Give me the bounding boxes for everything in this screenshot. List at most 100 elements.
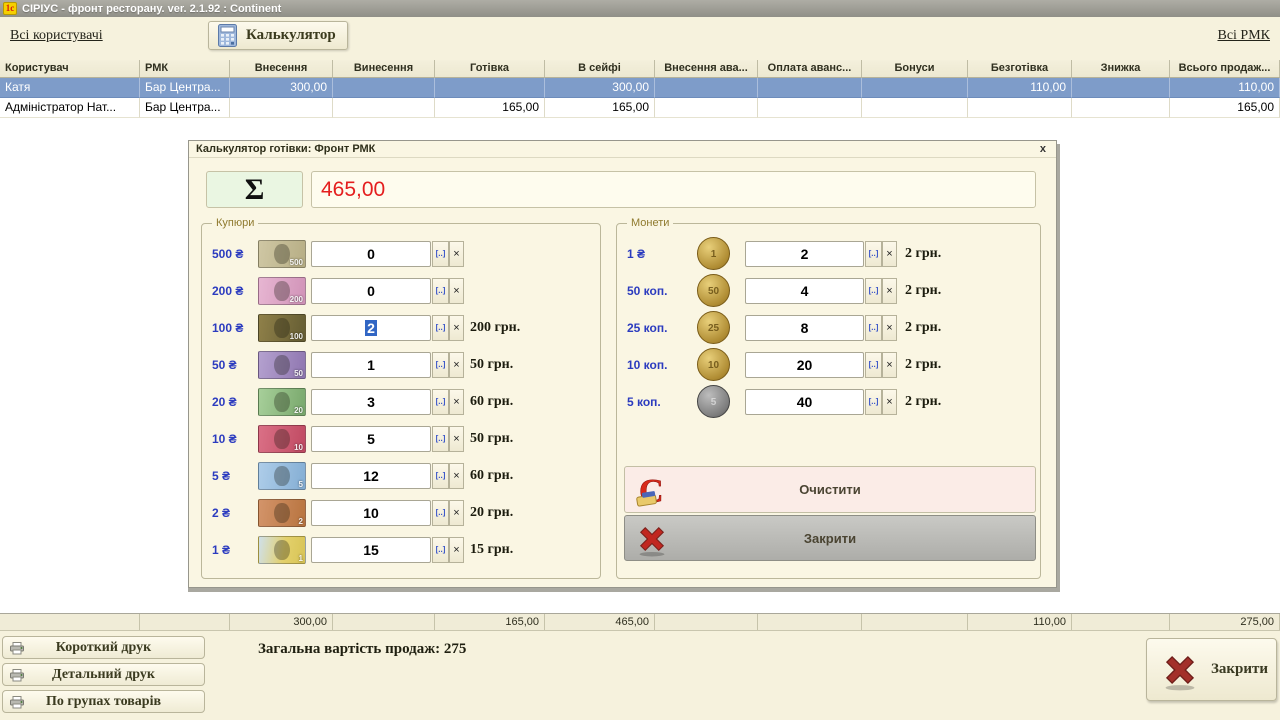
denomination-label: 200 ₴ bbox=[212, 284, 244, 298]
column-header[interactable]: Винесення bbox=[333, 60, 435, 77]
count-input[interactable]: 12 bbox=[311, 463, 431, 489]
choose-button[interactable]: [..] bbox=[432, 241, 449, 267]
count-input[interactable]: 40 bbox=[745, 389, 864, 415]
denomination-label: 5 коп. bbox=[627, 395, 661, 409]
cell: 110,00 bbox=[968, 78, 1072, 98]
clear-count-button[interactable]: × bbox=[449, 463, 464, 489]
count-value: 40 bbox=[796, 394, 813, 410]
column-header[interactable]: Користувач bbox=[0, 60, 140, 77]
clear-count-button[interactable]: × bbox=[449, 537, 464, 563]
table-row[interactable]: Адміністратор Нат... Бар Центра... 165,00 1… bbox=[0, 98, 1280, 118]
denomination-label: 10 коп. bbox=[627, 358, 668, 372]
clear-count-button[interactable]: × bbox=[882, 278, 897, 304]
choose-button[interactable]: [..] bbox=[865, 352, 882, 378]
sum-sigma-button[interactable]: Σ bbox=[206, 171, 303, 208]
dialog-close-icon[interactable]: x bbox=[1039, 143, 1046, 155]
column-header[interactable]: Безготівка bbox=[968, 60, 1072, 77]
column-header[interactable]: Внесення bbox=[230, 60, 333, 77]
calculator-button-label: Калькулятор bbox=[246, 27, 336, 43]
cell bbox=[655, 78, 758, 98]
banknote-image: 50 bbox=[258, 351, 306, 379]
coin-row: 5 коп. 5 40 [..] × 2 грн. bbox=[617, 385, 1040, 418]
choose-button[interactable]: [..] bbox=[432, 352, 449, 378]
count-input[interactable]: 8 bbox=[745, 315, 864, 341]
print-short-button[interactable]: Короткий друк bbox=[2, 636, 205, 659]
clear-count-button[interactable]: × bbox=[449, 500, 464, 526]
amount-label: 2 грн. bbox=[905, 320, 942, 335]
coin-row: 50 коп. 50 4 [..] × 2 грн. bbox=[617, 274, 1040, 307]
column-header[interactable]: В сейфі bbox=[545, 60, 655, 77]
count-value: 2 bbox=[365, 320, 377, 336]
coins-group: Монети 1 ₴ 1 2 [..] × 2 грн. 50 коп. 50 4 [..] × 2 … bbox=[616, 217, 1041, 579]
count-input[interactable]: 0 bbox=[311, 278, 431, 304]
column-header[interactable]: РМК bbox=[140, 60, 230, 77]
clear-count-button[interactable]: × bbox=[882, 315, 897, 341]
count-input[interactable]: 15 bbox=[311, 537, 431, 563]
column-header[interactable]: Готівка bbox=[435, 60, 545, 77]
count-input[interactable]: 1 bbox=[311, 352, 431, 378]
coin-image: 5 bbox=[697, 385, 730, 418]
coin-row: 1 ₴ 1 2 [..] × 2 грн. bbox=[617, 237, 1040, 270]
column-header[interactable]: Бонуси bbox=[862, 60, 968, 77]
denomination-label: 1 ₴ bbox=[627, 247, 646, 261]
choose-button[interactable]: [..] bbox=[432, 500, 449, 526]
clear-count-button[interactable]: × bbox=[449, 426, 464, 452]
printer-icon bbox=[10, 696, 24, 709]
count-input[interactable]: 20 bbox=[745, 352, 864, 378]
dialog-close-button[interactable]: Закрити bbox=[624, 515, 1036, 561]
calculator-button[interactable]: Калькулятор bbox=[208, 21, 348, 50]
column-header[interactable]: Оплата аванс... bbox=[758, 60, 862, 77]
choose-button[interactable]: [..] bbox=[865, 389, 882, 415]
banknote-image: 20 bbox=[258, 388, 306, 416]
banknote-row: 2 ₴ 2 10 [..] × 20 грн. bbox=[202, 498, 600, 528]
amount-label: 2 грн. bbox=[905, 357, 942, 372]
totals-cell: 110,00 bbox=[968, 614, 1072, 630]
column-header[interactable]: Всього продаж... bbox=[1170, 60, 1280, 77]
clear-button[interactable]: C Очистити bbox=[624, 466, 1036, 513]
clear-count-button[interactable]: × bbox=[449, 278, 464, 304]
choose-button[interactable]: [..] bbox=[432, 426, 449, 452]
clear-count-button[interactable]: × bbox=[449, 389, 464, 415]
choose-button[interactable]: [..] bbox=[865, 241, 882, 267]
count-input[interactable]: 5 bbox=[311, 426, 431, 452]
column-header[interactable]: Внесення ава... bbox=[655, 60, 758, 77]
choose-button[interactable]: [..] bbox=[432, 278, 449, 304]
count-input[interactable]: 2 bbox=[311, 315, 431, 341]
all-rmk-link[interactable]: Всі РМК bbox=[1217, 28, 1270, 43]
totals-cell bbox=[758, 614, 862, 630]
print-detailed-button[interactable]: Детальний друк bbox=[2, 663, 205, 686]
count-input[interactable]: 10 bbox=[311, 500, 431, 526]
clear-count-button[interactable]: × bbox=[882, 352, 897, 378]
choose-button[interactable]: [..] bbox=[432, 315, 449, 341]
print-by-groups-button[interactable]: По групах товарів bbox=[2, 690, 205, 713]
clear-count-button[interactable]: × bbox=[882, 241, 897, 267]
column-header[interactable]: Знижка bbox=[1072, 60, 1170, 77]
clear-count-button[interactable]: × bbox=[882, 389, 897, 415]
table-row[interactable]: Катя Бар Центра... 300,00 300,00 110,00 110,0… bbox=[0, 78, 1280, 98]
banknote-row: 500 ₴ 500 0 [..] × bbox=[202, 239, 600, 269]
all-users-link[interactable]: Всі користувачі bbox=[10, 28, 103, 43]
banknote-image: 10 bbox=[258, 425, 306, 453]
clear-count-button[interactable]: × bbox=[449, 352, 464, 378]
choose-button[interactable]: [..] bbox=[432, 389, 449, 415]
amount-label: 50 грн. bbox=[470, 357, 514, 372]
choose-button[interactable]: [..] bbox=[865, 278, 882, 304]
cell bbox=[862, 98, 968, 118]
count-input[interactable]: 3 bbox=[311, 389, 431, 415]
print-by-groups-label: По групах товарів bbox=[45, 693, 162, 709]
count-value: 8 bbox=[800, 320, 809, 336]
app-logo-icon: 1с bbox=[3, 2, 17, 15]
clear-count-button[interactable]: × bbox=[449, 315, 464, 341]
count-input[interactable]: 4 bbox=[745, 278, 864, 304]
table-header-row: Користувач РМК Внесення Винесення Готівка В с… bbox=[0, 60, 1280, 78]
print-short-label: Короткий друк bbox=[55, 639, 152, 655]
main-close-button[interactable]: Закрити bbox=[1146, 638, 1277, 701]
count-input[interactable]: 0 bbox=[311, 241, 431, 267]
choose-button[interactable]: [..] bbox=[432, 537, 449, 563]
count-value: 1 bbox=[367, 357, 375, 373]
choose-button[interactable]: [..] bbox=[865, 315, 882, 341]
choose-button[interactable]: [..] bbox=[432, 463, 449, 489]
clear-count-button[interactable]: × bbox=[449, 241, 464, 267]
count-value: 5 bbox=[367, 431, 375, 447]
count-input[interactable]: 2 bbox=[745, 241, 864, 267]
